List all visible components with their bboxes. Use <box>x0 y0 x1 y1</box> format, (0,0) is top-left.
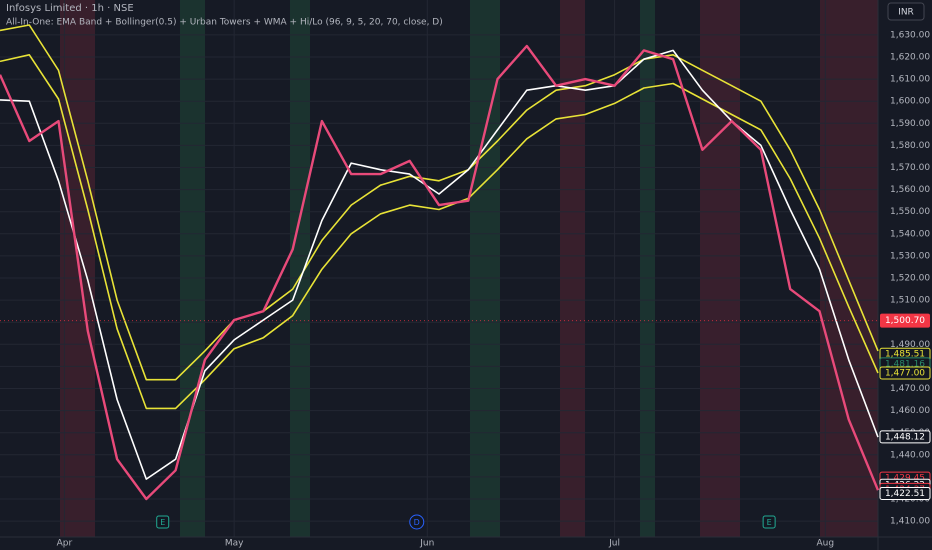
y-tick-label: 1,600.00 <box>890 97 930 107</box>
x-tick-label: Jun <box>419 539 434 549</box>
price-tag-label: 1,448.12 <box>885 432 925 442</box>
currency-button[interactable] <box>887 2 925 21</box>
y-tick-label: 1,580.00 <box>890 141 930 151</box>
y-tick-label: 1,630.00 <box>890 30 930 40</box>
price-tag <box>879 366 931 380</box>
y-tick-label: 1,520.00 <box>890 274 930 284</box>
event-label: D <box>414 518 420 527</box>
y-tick-label: 1,410.00 <box>890 517 930 527</box>
event-marker <box>156 515 170 529</box>
y-tick-label: 1,620.00 <box>890 53 930 63</box>
price-tag <box>880 313 930 328</box>
series-line <box>0 24 879 381</box>
y-tick-label: 1,440.00 <box>890 450 930 460</box>
indicator-label: All-In-One: EMA Band + Bollinger(0.5) + … <box>6 18 443 28</box>
price-tag-label: 1,481.16 <box>885 359 925 369</box>
y-tick-label: 1,530.00 <box>890 251 930 261</box>
y-tick-label: 1,570.00 <box>890 163 930 173</box>
y-tick-label: 1,540.00 <box>890 229 930 239</box>
price-tag-label: 1,422.51 <box>885 489 925 499</box>
event-marker <box>409 514 425 530</box>
session-stripes <box>60 0 878 537</box>
y-tick-label: 1,590.00 <box>890 119 930 129</box>
event-marker <box>762 515 776 529</box>
y-tick-label: 1,550.00 <box>890 207 930 217</box>
series-line <box>0 44 880 501</box>
event-label: E <box>160 518 165 527</box>
chart-title: Infosys Limited · 1h · NSE <box>6 3 134 14</box>
x-tick-label: Aug <box>817 539 835 549</box>
series-line <box>0 54 879 410</box>
price-tag <box>879 430 931 444</box>
x-tick-label: Apr <box>57 539 73 549</box>
y-tick-label: 1,610.00 <box>890 75 930 85</box>
price-tag-label: 1,429.45 <box>885 474 925 484</box>
y-tick-label: 1,510.00 <box>890 296 930 306</box>
y-tick-label: 1,470.00 <box>890 384 930 394</box>
y-tick-label: 1,560.00 <box>890 185 930 195</box>
price-tag-label: 1,485.51 <box>885 350 925 360</box>
y-tick-label: 1,490.00 <box>890 340 930 350</box>
event-label: E <box>767 518 772 527</box>
price-tag <box>879 486 931 500</box>
currency[interactable]: INR <box>898 8 914 18</box>
price-tag-label: 1,500.70 <box>885 316 925 326</box>
y-tick-label: 1,460.00 <box>890 406 930 416</box>
price-tag-label: 1,477.00 <box>885 369 925 379</box>
x-tick-label: Jul <box>608 539 620 549</box>
x-tick-label: May <box>225 539 244 549</box>
